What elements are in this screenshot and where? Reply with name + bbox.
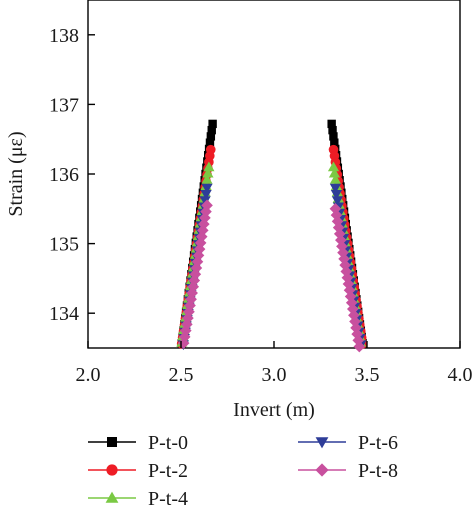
- data-point: [351, 328, 363, 340]
- x-tick-label: 3.0: [262, 364, 287, 386]
- data-point: [329, 183, 341, 194]
- data-point: [201, 183, 213, 194]
- legend-marker: [315, 463, 329, 477]
- data-point: [200, 189, 212, 200]
- legend-label: P-t-0: [148, 432, 188, 454]
- data-point: [190, 262, 203, 274]
- data-point: [181, 318, 193, 331]
- data-point: [206, 132, 216, 141]
- data-point: [328, 167, 341, 178]
- data-point: [201, 173, 213, 184]
- data-point: [203, 161, 215, 172]
- data-point: [327, 161, 340, 172]
- data-point: [202, 167, 214, 178]
- legend: P-t-0 P-t-2 P-t-4 P-t-6 P-t-8: [88, 432, 398, 510]
- data-point: [330, 209, 343, 221]
- legend-item: P-t-4: [88, 488, 188, 510]
- series-P-t-8: [177, 199, 366, 353]
- x-tick-label: 3.5: [355, 364, 380, 386]
- data-point: [340, 265, 353, 278]
- legend-item: P-t-6: [298, 432, 398, 454]
- data-point: [330, 138, 339, 147]
- x-axis: 2.0 2.5 3.0 3.5 4.0: [76, 341, 473, 386]
- y-tick-label: 138: [49, 25, 79, 47]
- y-tick-label: 136: [49, 164, 79, 186]
- legend-marker: [106, 464, 118, 476]
- data-point: [205, 138, 215, 147]
- data-point: [341, 271, 354, 284]
- legend-marker: [107, 437, 117, 447]
- data-point: [346, 303, 359, 315]
- data-point: [177, 337, 190, 349]
- legend-label: P-t-8: [358, 460, 398, 482]
- x-tick-label: 2.0: [76, 364, 101, 386]
- y-axis: 134 135 136 137 138: [49, 25, 95, 325]
- data-point: [329, 203, 342, 215]
- y-tick-label: 134: [49, 303, 79, 325]
- data-point: [335, 234, 347, 246]
- legend-label: P-t-4: [148, 488, 188, 510]
- data-point: [339, 259, 351, 271]
- x-tick-label: 2.5: [169, 364, 194, 386]
- legend-label: P-t-2: [148, 460, 188, 482]
- data-point: [328, 125, 337, 135]
- y-axis-title: Strain (με): [5, 131, 27, 216]
- data-point: [327, 119, 336, 129]
- data-point: [350, 322, 362, 334]
- data-point: [331, 196, 344, 207]
- legend-item: P-t-2: [88, 460, 188, 482]
- data-point: [337, 246, 349, 259]
- data-point: [208, 119, 217, 129]
- plot-frame: [87, 0, 461, 349]
- data-point: [186, 287, 198, 299]
- y-tick-label: 135: [49, 234, 79, 256]
- data-point: [200, 205, 212, 218]
- legend-label: P-t-6: [358, 432, 398, 454]
- plot-area: [87, 0, 461, 353]
- data-point: [195, 230, 208, 243]
- data-point: [182, 312, 194, 324]
- data-point: [329, 173, 342, 184]
- data-point: [199, 196, 211, 207]
- data-point: [183, 306, 195, 318]
- data-point: [207, 125, 216, 135]
- data-point: [185, 293, 197, 306]
- data-point: [343, 284, 356, 297]
- y-tick-label: 137: [49, 94, 79, 116]
- data-point: [330, 189, 342, 200]
- legend-item: P-t-8: [298, 460, 398, 482]
- legend-marker: [315, 437, 329, 449]
- data-point: [353, 340, 366, 353]
- data-point: [199, 212, 211, 224]
- data-point: [191, 255, 204, 268]
- data-point: [332, 221, 345, 234]
- series-layer: [176, 119, 368, 353]
- data-point: [352, 334, 365, 347]
- data-point: [196, 224, 209, 237]
- legend-marker: [105, 491, 119, 503]
- x-tick-label: 4.0: [448, 364, 473, 386]
- x-axis-title: Invert (m): [233, 399, 315, 421]
- data-point: [194, 237, 207, 249]
- data-point: [348, 309, 360, 322]
- data-point: [333, 228, 346, 240]
- data-point: [338, 253, 350, 265]
- data-point: [342, 278, 355, 290]
- legend-item: P-t-0: [88, 432, 188, 454]
- data-point: [329, 132, 338, 141]
- data-point: [349, 315, 361, 328]
